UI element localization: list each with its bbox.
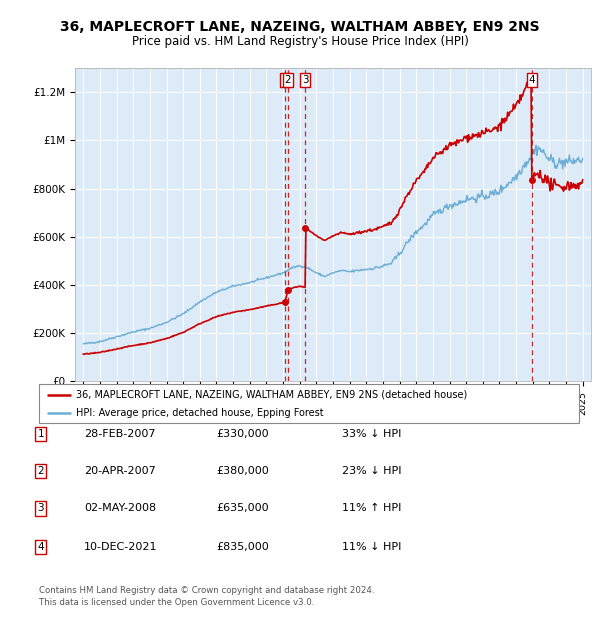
- Text: 1: 1: [37, 429, 44, 439]
- Text: 11% ↑ HPI: 11% ↑ HPI: [342, 503, 401, 513]
- Text: Price paid vs. HM Land Registry's House Price Index (HPI): Price paid vs. HM Land Registry's House …: [131, 35, 469, 48]
- Text: £380,000: £380,000: [216, 466, 269, 476]
- Text: 3: 3: [302, 75, 308, 85]
- Text: £835,000: £835,000: [216, 542, 269, 552]
- Text: 20-APR-2007: 20-APR-2007: [84, 466, 156, 476]
- Text: Contains HM Land Registry data © Crown copyright and database right 2024.
This d: Contains HM Land Registry data © Crown c…: [39, 586, 374, 607]
- Text: 28-FEB-2007: 28-FEB-2007: [84, 429, 155, 439]
- Text: £635,000: £635,000: [216, 503, 269, 513]
- Text: 1: 1: [282, 75, 289, 85]
- Text: 36, MAPLECROFT LANE, NAZEING, WALTHAM ABBEY, EN9 2NS: 36, MAPLECROFT LANE, NAZEING, WALTHAM AB…: [60, 20, 540, 34]
- Text: 2: 2: [37, 466, 44, 476]
- Text: 3: 3: [37, 503, 44, 513]
- Text: 4: 4: [37, 542, 44, 552]
- Text: 4: 4: [529, 75, 535, 85]
- Text: 36, MAPLECROFT LANE, NAZEING, WALTHAM ABBEY, EN9 2NS (detached house): 36, MAPLECROFT LANE, NAZEING, WALTHAM AB…: [76, 390, 467, 400]
- Text: £330,000: £330,000: [216, 429, 269, 439]
- Text: 2: 2: [285, 75, 292, 85]
- Text: 11% ↓ HPI: 11% ↓ HPI: [342, 542, 401, 552]
- Text: HPI: Average price, detached house, Epping Forest: HPI: Average price, detached house, Eppi…: [76, 408, 323, 419]
- Text: 10-DEC-2021: 10-DEC-2021: [84, 542, 157, 552]
- Text: 02-MAY-2008: 02-MAY-2008: [84, 503, 156, 513]
- Text: 23% ↓ HPI: 23% ↓ HPI: [342, 466, 401, 476]
- Text: 33% ↓ HPI: 33% ↓ HPI: [342, 429, 401, 439]
